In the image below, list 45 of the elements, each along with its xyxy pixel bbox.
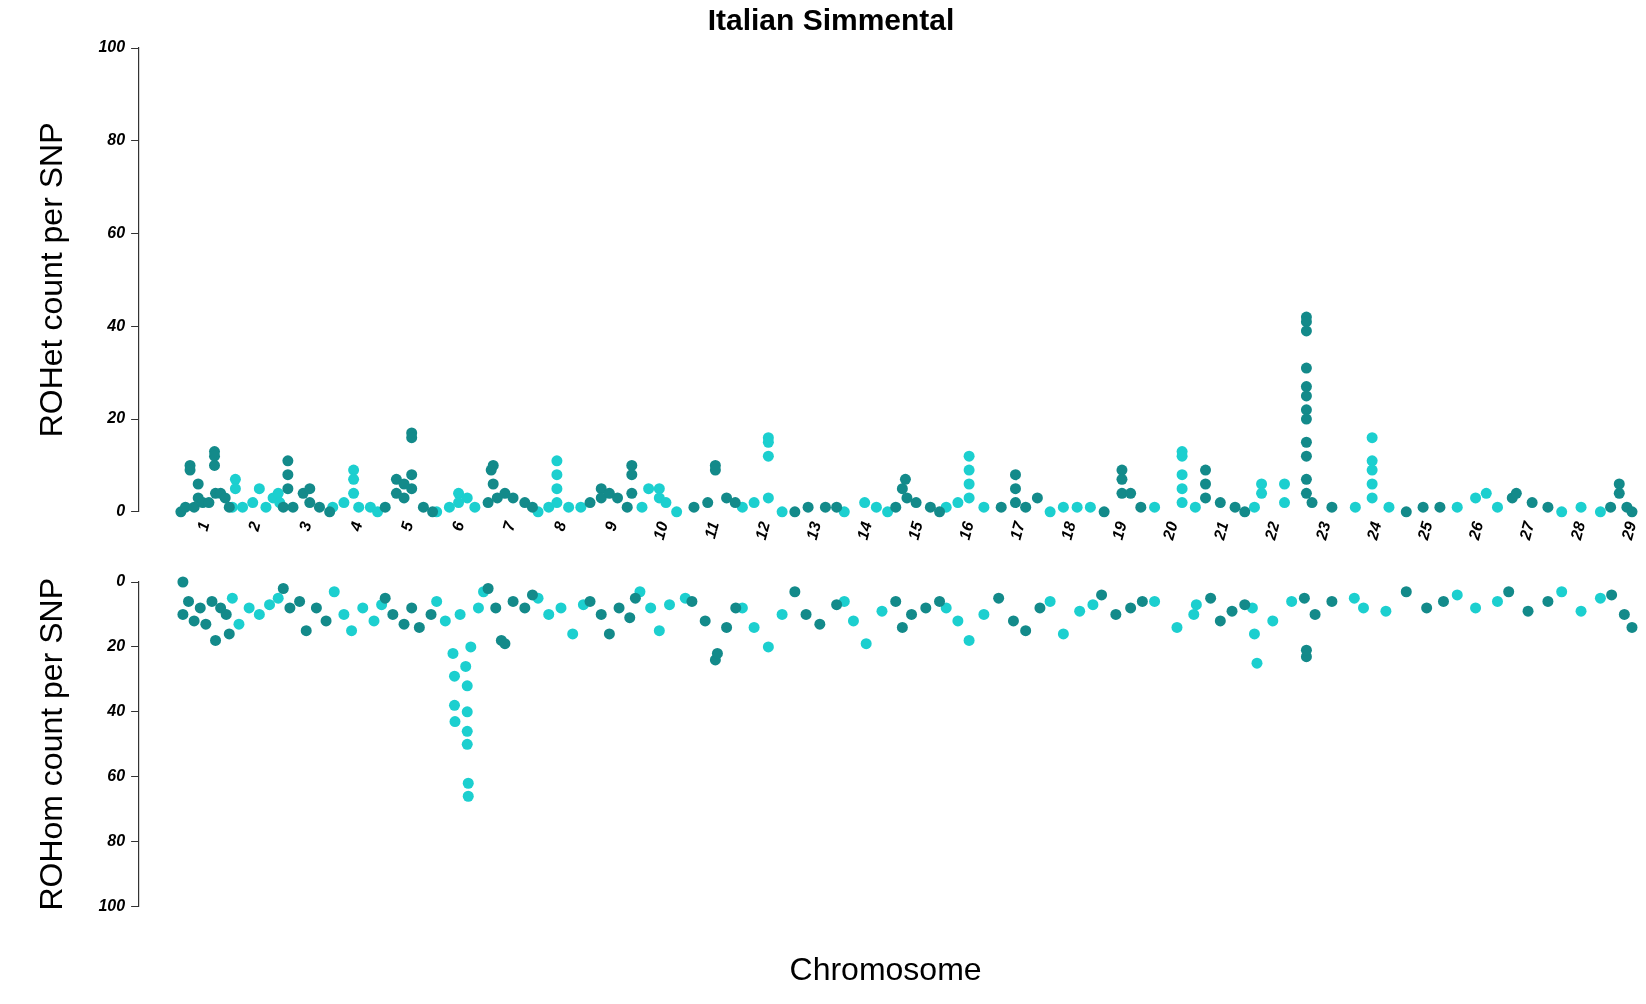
x-tick-label: 15 (904, 518, 927, 542)
y-tick-label: 100 (98, 897, 126, 915)
y-tick-label: 40 (106, 702, 126, 720)
y-tick-label: 20 (106, 637, 126, 655)
x-tick-label: 11 (701, 519, 723, 541)
x-tick-label: 6 (448, 519, 468, 533)
x-tick-label: 29 (1617, 519, 1640, 543)
x-tick-label: 23 (1312, 519, 1334, 543)
y-tick-label: 100 (98, 38, 126, 56)
x-tick-label: 8 (550, 519, 570, 533)
x-tick-label: 27 (1515, 518, 1538, 543)
x-tick-label: 5 (397, 518, 417, 533)
y-tick-label: 80 (107, 832, 126, 850)
y-tick-label: 80 (107, 131, 126, 149)
y-axis-title: ROHom count per SNP (33, 578, 70, 911)
x-tick-label: 22 (1261, 519, 1283, 543)
x-tick-label: 24 (1363, 519, 1385, 543)
y-tick-label: 20 (106, 409, 126, 427)
x-tick-label: 4 (346, 519, 366, 534)
x-tick-label: 14 (853, 519, 875, 542)
x-tick-label: 21 (1210, 519, 1232, 543)
x-tick-label: 10 (650, 519, 672, 542)
x-tick-label: 20 (1159, 519, 1181, 543)
x-tick-label: 19 (1108, 519, 1130, 542)
x-tick-label: 7 (499, 518, 519, 533)
x-tick-label: 18 (1057, 519, 1079, 542)
y-tick-label: 0 (116, 502, 126, 520)
x-tick-label: 9 (601, 519, 621, 533)
x-tick-label: 13 (802, 519, 824, 542)
x-tick-label: 12 (751, 519, 773, 542)
x-tick-label: 25 (1414, 518, 1436, 543)
chart-title: Italian Simmental (707, 3, 955, 37)
x-tick-label: 1 (193, 519, 213, 533)
x-tick-label: 28 (1566, 519, 1589, 543)
x-tick-label: 3 (295, 519, 315, 533)
y-tick-label: 60 (107, 223, 126, 241)
y-tick-label: 40 (106, 316, 126, 334)
x-tick-label: 17 (1006, 518, 1029, 542)
x-tick-label: 26 (1465, 519, 1487, 543)
x-tick-label: 2 (244, 519, 264, 534)
y-tick-label: 0 (116, 572, 126, 590)
y-tick-label: 60 (107, 767, 126, 785)
x-axis-title: Chromosome (789, 950, 982, 987)
x-tick-label: 16 (955, 519, 977, 542)
y-axis-title: ROHet count per SNP (33, 122, 70, 438)
